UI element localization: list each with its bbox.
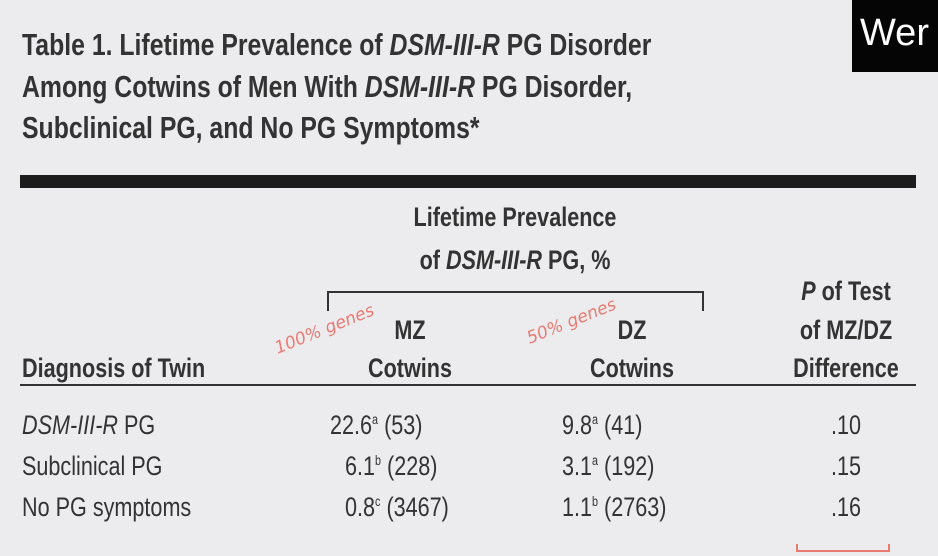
mz-cell: 22.6a (53)	[330, 410, 422, 441]
mz-cell: 0.8c (3467)	[345, 492, 449, 523]
title-text: Table 1. Lifetime Prevalence of	[22, 27, 390, 62]
cell-value: 3.1	[562, 451, 593, 481]
header-text: of Test	[815, 276, 891, 306]
table-title-line-3: Subclinical PG, and No PG Symptoms*	[22, 110, 480, 145]
cell-count: (2763)	[598, 492, 667, 522]
cell-footnote: a	[592, 412, 599, 427]
header-rule	[20, 384, 916, 386]
cell-text: Subclinical PG	[22, 451, 163, 481]
cell-footnote: c	[375, 494, 381, 509]
header-dsm: DSM-III-R	[445, 245, 542, 275]
table-title-line-1: Table 1. Lifetime Prevalence of DSM-III-…	[22, 27, 651, 63]
dz-header-line-2: Cotwins	[590, 353, 674, 383]
diagnosis-header: Diagnosis of Twin	[22, 353, 206, 383]
diagnosis-cell: Subclinical PG	[22, 451, 162, 482]
diagnosis-cell: No PG symptoms	[22, 492, 191, 523]
cell-footnote: b	[375, 453, 382, 468]
overlay-caption: Wer	[852, 0, 938, 72]
cell-footnote: a	[592, 453, 599, 468]
p-header-line-3: Difference	[793, 353, 899, 383]
span-bracket	[327, 291, 704, 311]
title-text: PG Disorder	[499, 27, 652, 62]
cell-count: (228)	[381, 451, 438, 481]
cell-text: No PG symptoms	[22, 492, 192, 522]
cell-footnote: b	[592, 494, 599, 509]
dz-cell: 3.1a (192)	[562, 451, 654, 482]
dz-cell: 1.1b (2763)	[562, 492, 667, 523]
span-header-line-1: Lifetime Prevalence	[413, 202, 617, 232]
cell-value: 1.1	[562, 492, 593, 522]
header-text: PG, %	[541, 245, 611, 275]
title-dsm: DSM-III-R	[389, 27, 500, 62]
cell-count: (3467)	[380, 492, 449, 522]
p-cell: .10	[830, 410, 862, 440]
handwritten-underline	[796, 544, 890, 552]
mz-cell: 6.1b (228)	[345, 451, 437, 482]
p-cell: .16	[830, 492, 862, 522]
cell-value: 9.8	[562, 410, 593, 440]
p-cell: .15	[830, 451, 862, 481]
cell-value: 0.8	[345, 492, 376, 522]
p-header-line-2: of MZ/DZ	[799, 315, 893, 345]
diagnosis-cell: DSM-III-R PG	[22, 410, 155, 441]
cell-count: (53)	[378, 410, 423, 440]
title-text: Among Cotwins of Men With	[22, 69, 365, 104]
title-dsm: DSM-III-R	[364, 69, 476, 104]
cell-count: (192)	[598, 451, 655, 481]
p-header-line-1: P of Test	[801, 276, 891, 307]
mz-header-line-1: MZ	[394, 315, 426, 345]
cell-count: (41)	[598, 410, 643, 440]
top-rule	[20, 175, 916, 188]
dz-cell: 9.8a (41)	[562, 410, 642, 441]
cell-text: DSM-III-R	[22, 410, 118, 440]
header-text: of	[419, 245, 446, 275]
cell-text: PG	[117, 410, 156, 440]
dz-header-line-1: DZ	[617, 315, 647, 345]
span-header-line-2: of DSM-III-R PG, %	[420, 245, 611, 276]
table-title-line-2: Among Cotwins of Men With DSM-III-R PG D…	[22, 69, 632, 105]
mz-header-line-2: Cotwins	[368, 353, 452, 383]
header-text: P	[801, 276, 816, 306]
cell-value: 6.1	[345, 451, 376, 481]
handwritten-note-mz: 100% genes	[272, 300, 378, 359]
cell-value: 22.6	[330, 410, 373, 440]
cell-footnote: a	[372, 412, 379, 427]
title-text: PG Disorder,	[475, 69, 633, 104]
